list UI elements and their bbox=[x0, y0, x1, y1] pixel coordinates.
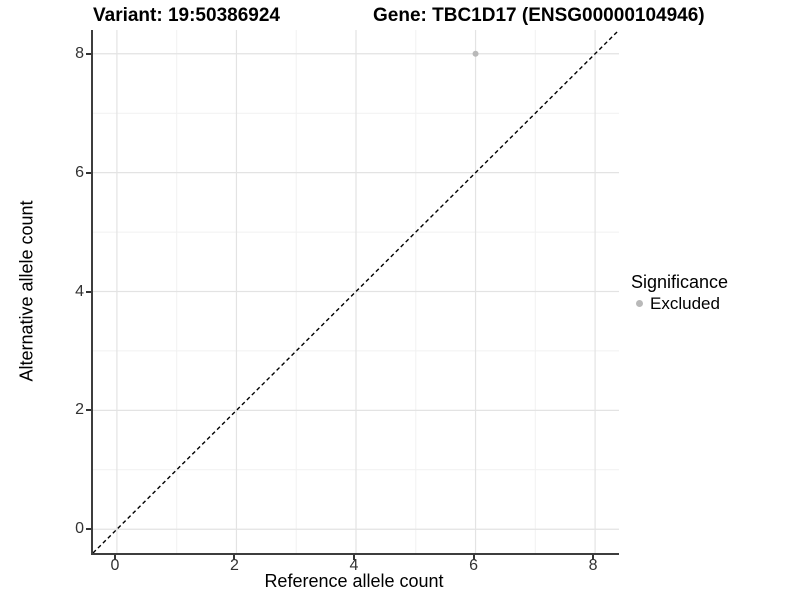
x-tick-mark bbox=[353, 555, 355, 560]
y-tick-mark bbox=[86, 409, 91, 412]
y-tick-label: 0 bbox=[75, 520, 84, 538]
y-tick-mark bbox=[86, 290, 91, 293]
x-tick-label: 4 bbox=[349, 557, 359, 574]
x-tick-label: 0 bbox=[110, 557, 120, 574]
x-tick-label: 2 bbox=[230, 557, 239, 574]
y-tick-mark bbox=[86, 528, 91, 531]
x-tick-mark bbox=[472, 555, 475, 560]
chart-canvas bbox=[93, 30, 619, 553]
gene-title: Gene: TBC1D17 (ENSG00000104946) bbox=[373, 5, 705, 26]
x-axis-title: Reference allele count bbox=[264, 571, 444, 591]
y-tick-label: 4 bbox=[75, 282, 84, 300]
y-axis-title: Alternative allele count bbox=[16, 200, 37, 382]
y-tick-label: 2 bbox=[75, 401, 84, 419]
legend-key-dot-icon bbox=[636, 300, 643, 307]
x-tick-label: 6 bbox=[469, 557, 478, 574]
x-tick-mark bbox=[592, 555, 595, 560]
x-tick-mark bbox=[233, 555, 236, 560]
x-tick-mark bbox=[113, 555, 116, 560]
x-tick-label: 8 bbox=[588, 557, 598, 574]
legend-title: Significance bbox=[631, 272, 729, 292]
plot-panel bbox=[91, 30, 619, 555]
y-tick-label: 8 bbox=[75, 44, 84, 62]
y-tick-mark bbox=[86, 171, 91, 174]
identity-line bbox=[93, 30, 619, 553]
y-tick-label: 6 bbox=[75, 163, 84, 181]
legend-item-label: Excluded bbox=[650, 294, 720, 313]
data-point bbox=[472, 50, 479, 57]
legend: Significance Excluded bbox=[631, 272, 728, 313]
variant-title: Variant: 19:50386924 bbox=[93, 5, 280, 26]
legend-item-excluded: Excluded bbox=[631, 294, 728, 313]
y-tick-mark bbox=[86, 52, 91, 55]
